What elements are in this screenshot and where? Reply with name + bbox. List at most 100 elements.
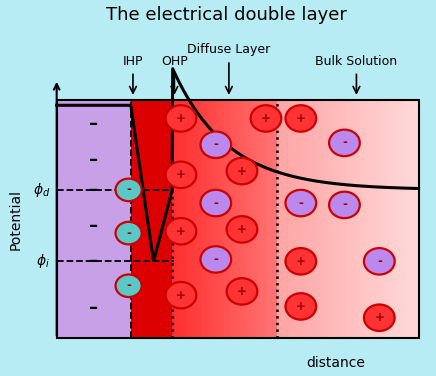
Text: -: - <box>126 227 131 240</box>
Text: +: + <box>237 285 247 298</box>
Bar <box>214 100 218 338</box>
Bar <box>399 100 402 338</box>
Text: -: - <box>213 197 218 209</box>
Bar <box>131 100 172 338</box>
Text: OHP: OHP <box>161 55 188 68</box>
Bar <box>172 100 176 338</box>
Text: +: + <box>176 225 186 238</box>
Text: IHP: IHP <box>123 55 143 68</box>
Bar <box>268 100 272 338</box>
Text: +: + <box>176 289 186 302</box>
Bar <box>229 100 233 338</box>
Bar <box>313 100 317 338</box>
Bar <box>211 100 215 338</box>
Bar <box>283 100 287 338</box>
Bar <box>57 100 131 338</box>
Bar <box>298 100 302 338</box>
Circle shape <box>116 222 142 244</box>
Bar <box>276 100 279 338</box>
Circle shape <box>166 282 196 308</box>
Bar <box>256 100 260 338</box>
Text: $\phi_d$: $\phi_d$ <box>33 181 50 199</box>
Bar <box>277 100 419 338</box>
Bar <box>175 100 178 338</box>
Text: +: + <box>237 223 247 236</box>
Circle shape <box>227 158 257 184</box>
Text: -: - <box>298 197 303 209</box>
Text: -: - <box>377 255 382 268</box>
Bar <box>224 100 228 338</box>
Bar <box>192 100 196 338</box>
Bar <box>266 100 269 338</box>
Text: +: + <box>296 112 306 125</box>
Bar <box>359 100 363 338</box>
Bar <box>194 100 198 338</box>
Text: Bulk Solution: Bulk Solution <box>315 55 398 68</box>
Circle shape <box>227 278 257 305</box>
Text: +: + <box>176 112 186 125</box>
Circle shape <box>364 248 395 274</box>
Bar <box>202 100 205 338</box>
Bar <box>404 100 408 338</box>
Bar <box>342 100 346 338</box>
Bar <box>409 100 412 338</box>
Bar <box>300 100 304 338</box>
Bar <box>330 100 334 338</box>
Circle shape <box>201 190 231 216</box>
Text: –: – <box>89 217 98 235</box>
Bar <box>197 100 201 338</box>
Text: +: + <box>237 165 247 177</box>
Bar <box>406 100 410 338</box>
Bar <box>187 100 191 338</box>
Bar <box>303 100 307 338</box>
Bar <box>414 100 417 338</box>
Bar <box>362 100 366 338</box>
Bar <box>246 100 250 338</box>
Bar <box>236 100 240 338</box>
Text: –: – <box>89 299 98 317</box>
Bar <box>350 100 353 338</box>
Bar <box>337 100 341 338</box>
Bar <box>278 100 282 338</box>
Bar <box>296 100 299 338</box>
Bar <box>411 100 415 338</box>
Bar <box>354 100 358 338</box>
Bar <box>315 100 319 338</box>
Bar <box>249 100 252 338</box>
Bar <box>367 100 371 338</box>
Bar <box>244 100 248 338</box>
Bar <box>369 100 373 338</box>
Circle shape <box>166 218 196 244</box>
Circle shape <box>251 105 281 132</box>
Bar <box>261 100 265 338</box>
Bar <box>190 100 193 338</box>
Text: –: – <box>89 252 98 270</box>
Circle shape <box>364 305 395 331</box>
Bar <box>389 100 393 338</box>
Bar <box>392 100 395 338</box>
Bar <box>232 100 235 338</box>
Bar <box>259 100 262 338</box>
Bar <box>347 100 351 338</box>
Text: -: - <box>213 253 218 266</box>
Bar <box>416 100 420 338</box>
Bar <box>372 100 375 338</box>
Bar <box>305 100 309 338</box>
Circle shape <box>286 105 316 132</box>
Bar <box>364 100 368 338</box>
Text: Diffuse Layer: Diffuse Layer <box>187 43 270 56</box>
Bar <box>382 100 385 338</box>
Bar <box>332 100 336 338</box>
Circle shape <box>116 179 142 201</box>
Bar <box>310 100 314 338</box>
Bar <box>394 100 398 338</box>
Bar <box>226 100 230 338</box>
Bar <box>182 100 186 338</box>
Text: +: + <box>176 168 186 181</box>
Circle shape <box>227 216 257 243</box>
Bar <box>379 100 383 338</box>
Bar <box>57 100 419 338</box>
Bar <box>199 100 203 338</box>
Text: +: + <box>375 311 384 324</box>
Bar <box>221 100 225 338</box>
